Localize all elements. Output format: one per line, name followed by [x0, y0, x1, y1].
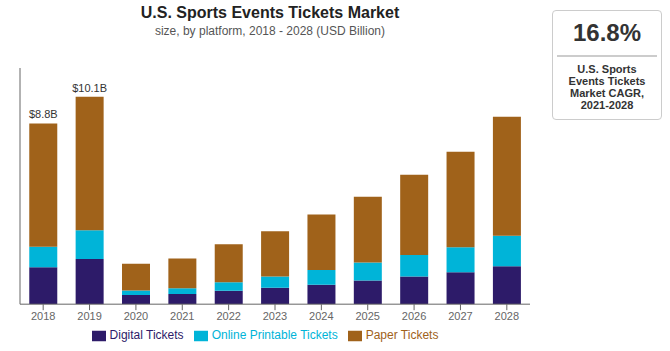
html-text:U.S. Sports Events Tickets Mar: U.S. Sports Events Tickets Market [140, 4, 400, 21]
html-text:Digital Tickets: Digital Tickets [109, 328, 184, 343]
html-text:U.S. Sports Events Tickets Mar: U.S. Sports Events Tickets Market CAGR, … [568, 63, 646, 111]
html-text:Paper Tickets: Paper Tickets [365, 328, 439, 343]
html-text:Online Printable Tickets: Online Printable Tickets [211, 328, 338, 343]
svg-text:2027: 2027 [448, 310, 472, 322]
svg-text:2018: 2018 [31, 310, 55, 322]
svg-text:$8.8B: $8.8B [29, 108, 58, 120]
svg-text:2023: 2023 [263, 310, 287, 322]
svg-text:2028: 2028 [495, 310, 519, 322]
svg-text:2025: 2025 [355, 310, 379, 322]
html-text:16.8%: 16.8% [573, 19, 641, 46]
svg-text:2026: 2026 [402, 310, 426, 322]
svg-text:2021: 2021 [170, 310, 194, 322]
svg-text:2020: 2020 [124, 310, 148, 322]
svg-text:2024: 2024 [309, 310, 333, 322]
svg-text:$10.1B: $10.1B [72, 82, 107, 94]
svg-text:2022: 2022 [216, 310, 240, 322]
html-text:size, by platform, 2018 - 2028: size, by platform, 2018 - 2028 (USD Bill… [154, 24, 385, 38]
svg-text:2019: 2019 [77, 310, 101, 322]
